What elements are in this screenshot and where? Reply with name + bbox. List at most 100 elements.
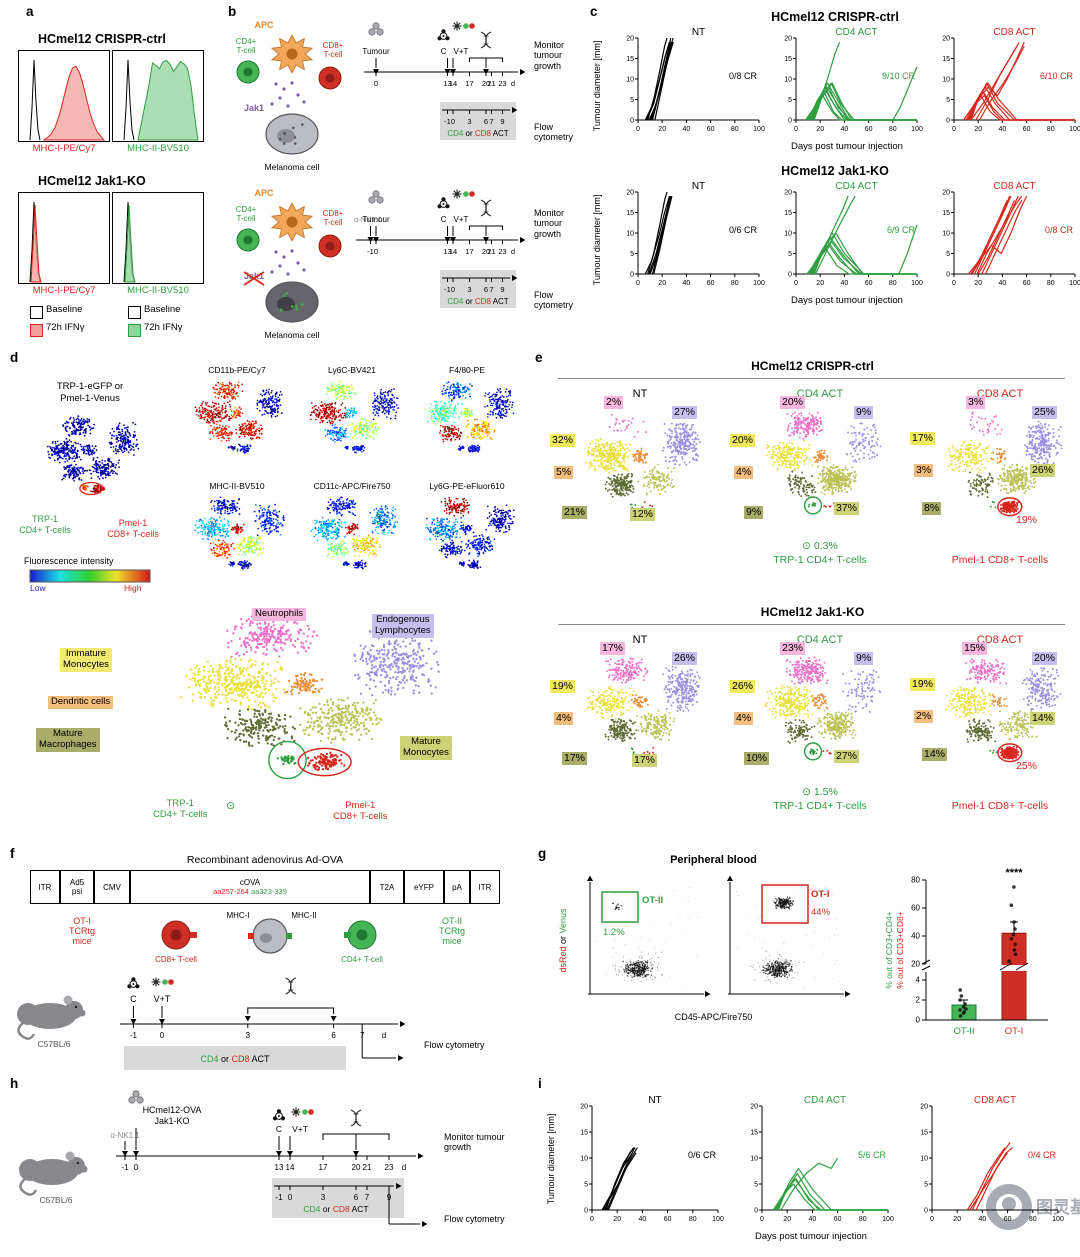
percent-badge: 20% <box>780 396 806 409</box>
legend-swatch <box>128 324 141 337</box>
percent-badge: 19% <box>1016 514 1038 526</box>
percent-badge: 12% <box>630 508 656 521</box>
percent-badge: 27% <box>672 406 698 419</box>
percent-badge: 9% <box>744 506 764 519</box>
mouse-icon <box>17 995 86 1040</box>
percent-badge: 14% <box>922 748 948 761</box>
percent-badge: 26% <box>1030 464 1056 477</box>
population-label: Mature Monocytes <box>400 736 452 760</box>
segment-label: eYFP <box>413 882 434 892</box>
svg-text:C: C <box>441 215 447 224</box>
svg-text:0: 0 <box>374 79 378 88</box>
svg-text:-1: -1 <box>444 117 451 126</box>
tsne-section-title-ko: HCmel12 Jak1-KO <box>760 605 865 619</box>
panel-d-label: d <box>10 350 19 365</box>
y-axis-label: Tumour diameter [mm] <box>546 1113 556 1205</box>
svg-text:CD4 or CD8 ACT: CD4 or CD8 ACT <box>447 129 508 138</box>
percent-badge: 3% <box>966 396 986 409</box>
small-tsne-title-1: TRP-1-eGFP or <box>56 381 124 392</box>
growth-title-ctrl: HCmel12 CRISPR-ctrl <box>771 10 899 24</box>
tsne-heat <box>310 496 399 570</box>
population-label: Pmel-1 CD8+ T-cells <box>330 800 390 824</box>
flow-x-axis-label: CD45-APC/Fire750 <box>674 1012 753 1022</box>
monitor-growth-label: Monitor tumour growth <box>444 1132 505 1153</box>
population-label-line: Immature <box>65 648 107 659</box>
construct-segment-itr: ITR <box>30 870 60 904</box>
histogram-mhc1-ctrl <box>18 50 110 142</box>
legend-label: 72h IFNγ <box>144 322 183 333</box>
pmel-cells-label: Pmel-1 CD8+ T-cells <box>951 800 1049 812</box>
percent-badge: 26% <box>730 680 756 693</box>
percent-badge: 27% <box>834 750 860 763</box>
population-label-line: CD4+ T-cells <box>153 808 208 820</box>
condition-header: CD4 ACT <box>796 634 844 646</box>
ot1-epitope: aa257-264 <box>213 887 249 896</box>
trp1-cells-label: TRP-1 CD4+ T-cells <box>773 800 867 812</box>
mouse-strain-label: C57BL/6 <box>39 1195 73 1205</box>
panel-h-label: h <box>10 1076 19 1091</box>
svg-text:14: 14 <box>449 247 457 256</box>
svg-text:Jak1: Jak1 <box>244 271 264 281</box>
segment-label2: psi <box>71 887 83 896</box>
y-axis-label: Tumour diameter [mm] <box>592 194 602 286</box>
panel-i-label: i <box>538 1076 542 1091</box>
population-label-line: Pmel-1 <box>345 800 376 811</box>
tsne-reporter <box>46 415 140 496</box>
axis-label-mhc2: MHC-II-BV510 <box>127 285 189 296</box>
percent-badge: 9% <box>854 652 874 665</box>
percent-badge: 19% <box>550 680 576 693</box>
svg-text:13: 13 <box>443 247 451 256</box>
population-label-line: Endogenous <box>376 614 430 625</box>
svg-text:V+T: V+T <box>454 47 469 56</box>
y-axis-label: Tumour diameter [mm] <box>592 40 602 132</box>
circled-dot-icon: ⊙ <box>802 540 814 552</box>
flow-plot-otii: OT-II1.2% <box>587 875 711 997</box>
svg-text:0: 0 <box>374 247 378 256</box>
percent-badge: 15% <box>962 642 988 655</box>
population-label-line: Dendritic cells <box>51 696 111 707</box>
trp1-label-2: CD4+ T-cells <box>19 525 71 535</box>
population-label-line: Macrophages <box>39 738 97 750</box>
population-label-line: TRP-1 <box>166 798 194 809</box>
population-label: Immature Monocytes <box>60 648 112 672</box>
tsne-condition-plot: 20% 9% 20% 4% 9% 37% <box>730 396 890 534</box>
peripheral-blood-title: Peripheral blood <box>670 854 757 866</box>
percent-badge: 4% <box>554 712 574 725</box>
svg-text:C: C <box>441 47 447 56</box>
percent-badge: 37% <box>834 502 860 515</box>
percent-badge: 25% <box>1016 760 1038 772</box>
tsne-scatter <box>945 658 1062 763</box>
svg-text:20: 20 <box>482 247 490 256</box>
heat-title: F4/80-PE <box>449 365 485 375</box>
percent-badge: 17% <box>600 642 626 655</box>
segment-epitopes: aa257-264 aa323-339 <box>213 887 287 896</box>
percent-badge: 23% <box>780 642 806 655</box>
ot2-epitope: aa323-339 <box>248 887 287 896</box>
percent-badge: 2% <box>604 396 624 409</box>
svg-text:CD4+: CD4+ <box>236 205 257 214</box>
svg-text:23: 23 <box>498 247 506 256</box>
construct-segment-cova: cOVA aa257-264 aa323-339 <box>130 870 370 904</box>
heat-title: CD11c-APC/Fire750 <box>313 481 391 491</box>
svg-text:CD4+: CD4+ <box>236 37 257 46</box>
svg-text:Tumour: Tumour <box>362 215 390 224</box>
svg-text:CD8+: CD8+ <box>323 209 344 218</box>
monitor-growth-label: Monitor tumour growth <box>534 40 565 71</box>
heat-title: MHC-II-BV510 <box>209 481 265 491</box>
colorbar-high: High <box>124 583 142 593</box>
heat-title: Ly6C-BV421 <box>328 365 376 375</box>
condition-header: NT <box>632 388 648 400</box>
percent-badge: 2% <box>914 710 934 723</box>
segment-label: pA <box>452 882 462 892</box>
legend-swatch <box>30 324 43 337</box>
tsne-condition-plot: 23% 9% 26% 4% 10% 27% <box>730 642 890 780</box>
svg-text:0: 0 <box>451 285 455 294</box>
tsne-heat <box>194 381 283 454</box>
